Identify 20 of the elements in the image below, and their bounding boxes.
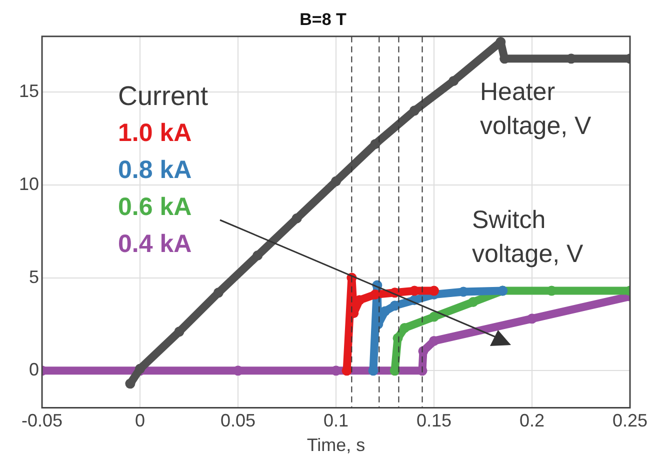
x-tick-label: 0.15 [416, 410, 452, 431]
y-tick-label: 10 [18, 174, 40, 194]
x-axis-title: Time, s [306, 435, 366, 456]
x-tick-label: 0.05 [220, 410, 256, 431]
x-tick-label: 0 [135, 410, 146, 431]
annotation: Switch voltage, V [472, 205, 584, 270]
text: 1.0 kA [118, 118, 193, 149]
y-tick-label: 5 [29, 266, 40, 287]
text: 0.6 kA [118, 192, 193, 223]
text: 0.8 kA [118, 155, 193, 186]
text: 0.4 kA [118, 229, 193, 260]
x-tick-label: -0.05 [22, 410, 63, 431]
x-tick-label: 0.2 [519, 410, 545, 431]
y-tick-label: 0 [29, 360, 40, 380]
chart-title: B=8 T [300, 10, 347, 29]
legend-title: Current [118, 80, 208, 113]
x-tick-label: 0.1 [323, 410, 349, 431]
x-tick-label: 0.25 [612, 410, 648, 431]
y-tick-label: 15 [18, 81, 40, 102]
annotation: Heater voltage, V [480, 77, 592, 142]
